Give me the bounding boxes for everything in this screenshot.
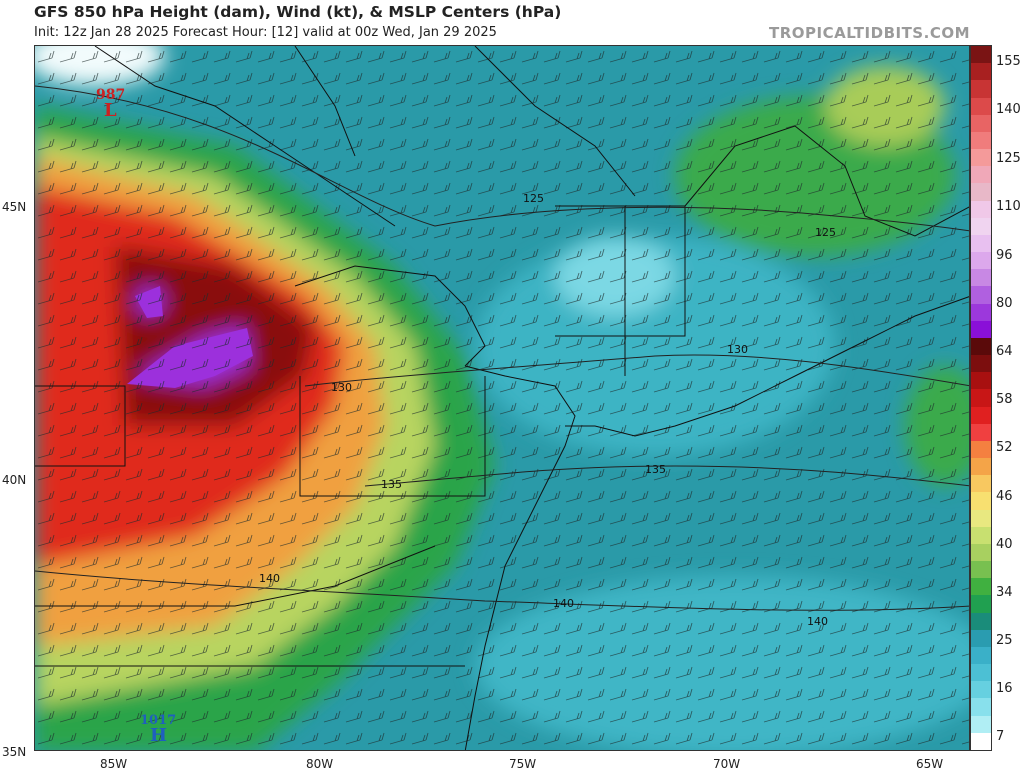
colorbar-segment [971,406,991,425]
colorbar-label: 96 [996,248,1013,263]
colorbar-segment [971,200,991,219]
colorbar-label: 64 [996,344,1013,359]
colorbar-segment [971,423,991,442]
colorbar-label: 140 [996,102,1021,117]
lat-label: 40N [2,473,27,487]
colorbar-segment [971,320,991,339]
colorbar-segment [971,475,991,493]
colorbar-segment [971,303,991,322]
contour-label: 135 [381,478,402,491]
map-svg: 125 130 130 135 135 140 140 140 125 [35,46,969,750]
colorbar-segment [971,578,991,596]
colorbar-segment [971,217,991,236]
wind-barbs [35,46,969,750]
colorbar-segment [971,681,991,699]
colorbar-label: 7 [996,729,1005,744]
colorbar-label: 40 [996,537,1013,552]
lon-label: 70W [713,757,741,771]
lat-label: 45N [2,200,27,214]
lat-label: 35N [2,745,27,759]
colorbar [970,45,992,751]
contour-labels: 125 130 130 135 135 140 140 140 125 [259,192,836,628]
colorbar-segment [971,114,991,133]
colorbar-segment [971,183,991,202]
contour-label: 125 [815,226,836,239]
colorbar-segment [971,97,991,116]
contour-label: 130 [331,381,352,394]
contour-label: 140 [259,572,280,585]
colorbar-segment [971,80,991,98]
lon-label: 75W [509,757,537,771]
colorbar-segment [971,372,991,390]
lon-label: 85W [100,757,128,771]
colorbar-segment [971,440,991,459]
high-pressure-value: 1017 [140,713,177,728]
low-pressure-letter: L [104,100,117,121]
colorbar-label: 155 [996,54,1021,69]
colorbar-segment [971,543,991,562]
contour-label: 130 [727,343,748,356]
colorbar-segment [971,526,991,545]
map-subtitle: Init: 12z Jan 28 2025 Forecast Hour: [12… [34,25,497,40]
colorbar-segment [971,252,991,270]
colorbar-label: 80 [996,296,1013,311]
colorbar-segment [971,664,991,682]
lon-label: 80W [306,757,334,771]
colorbar-label: 46 [996,489,1013,504]
lon-label: 65W [916,757,944,771]
colorbar-segment [971,698,991,717]
colorbar-segment [971,595,991,614]
borders [35,46,969,750]
colorbar-segment [971,234,991,253]
low-pressure-value: 987 [96,87,126,103]
colorbar-segment [971,732,991,751]
colorbar-segment [971,509,991,528]
colorbar-segment [971,269,991,287]
colorbar-label: 34 [996,585,1013,600]
colorbar-segment [971,286,991,305]
contour-label: 135 [645,463,666,476]
high-pressure-letter: H [150,725,168,746]
colorbar-segment [971,337,991,356]
colorbar-segment [971,355,991,373]
watermark: TROPICALTIDBITS.COM [769,24,970,42]
contour-label: 125 [523,192,544,205]
colorbar-segment [971,166,991,184]
colorbar-segment [971,715,991,734]
colorbar-label: 52 [996,440,1013,455]
colorbar-label: 25 [996,633,1013,648]
colorbar-label: 58 [996,392,1013,407]
colorbar-segment [971,63,991,81]
colorbar-segment [971,492,991,511]
colorbar-segment [971,612,991,631]
colorbar-segment [971,561,991,579]
colorbar-label: 125 [996,151,1021,166]
height-contours [35,85,969,611]
colorbar-segment [971,46,991,64]
colorbar-segment [971,389,991,408]
colorbar-segment [971,458,991,476]
colorbar-segment [971,131,991,150]
weather-map: 125 130 130 135 135 140 140 140 125 [34,45,970,751]
contour-label: 140 [553,597,574,610]
contour-label: 140 [807,615,828,628]
map-title: GFS 850 hPa Height (dam), Wind (kt), & M… [34,3,562,21]
colorbar-label: 110 [996,199,1021,214]
colorbar-segment [971,149,991,167]
colorbar-segment [971,646,991,665]
colorbar-label: 16 [996,681,1013,696]
colorbar-segment [971,629,991,648]
